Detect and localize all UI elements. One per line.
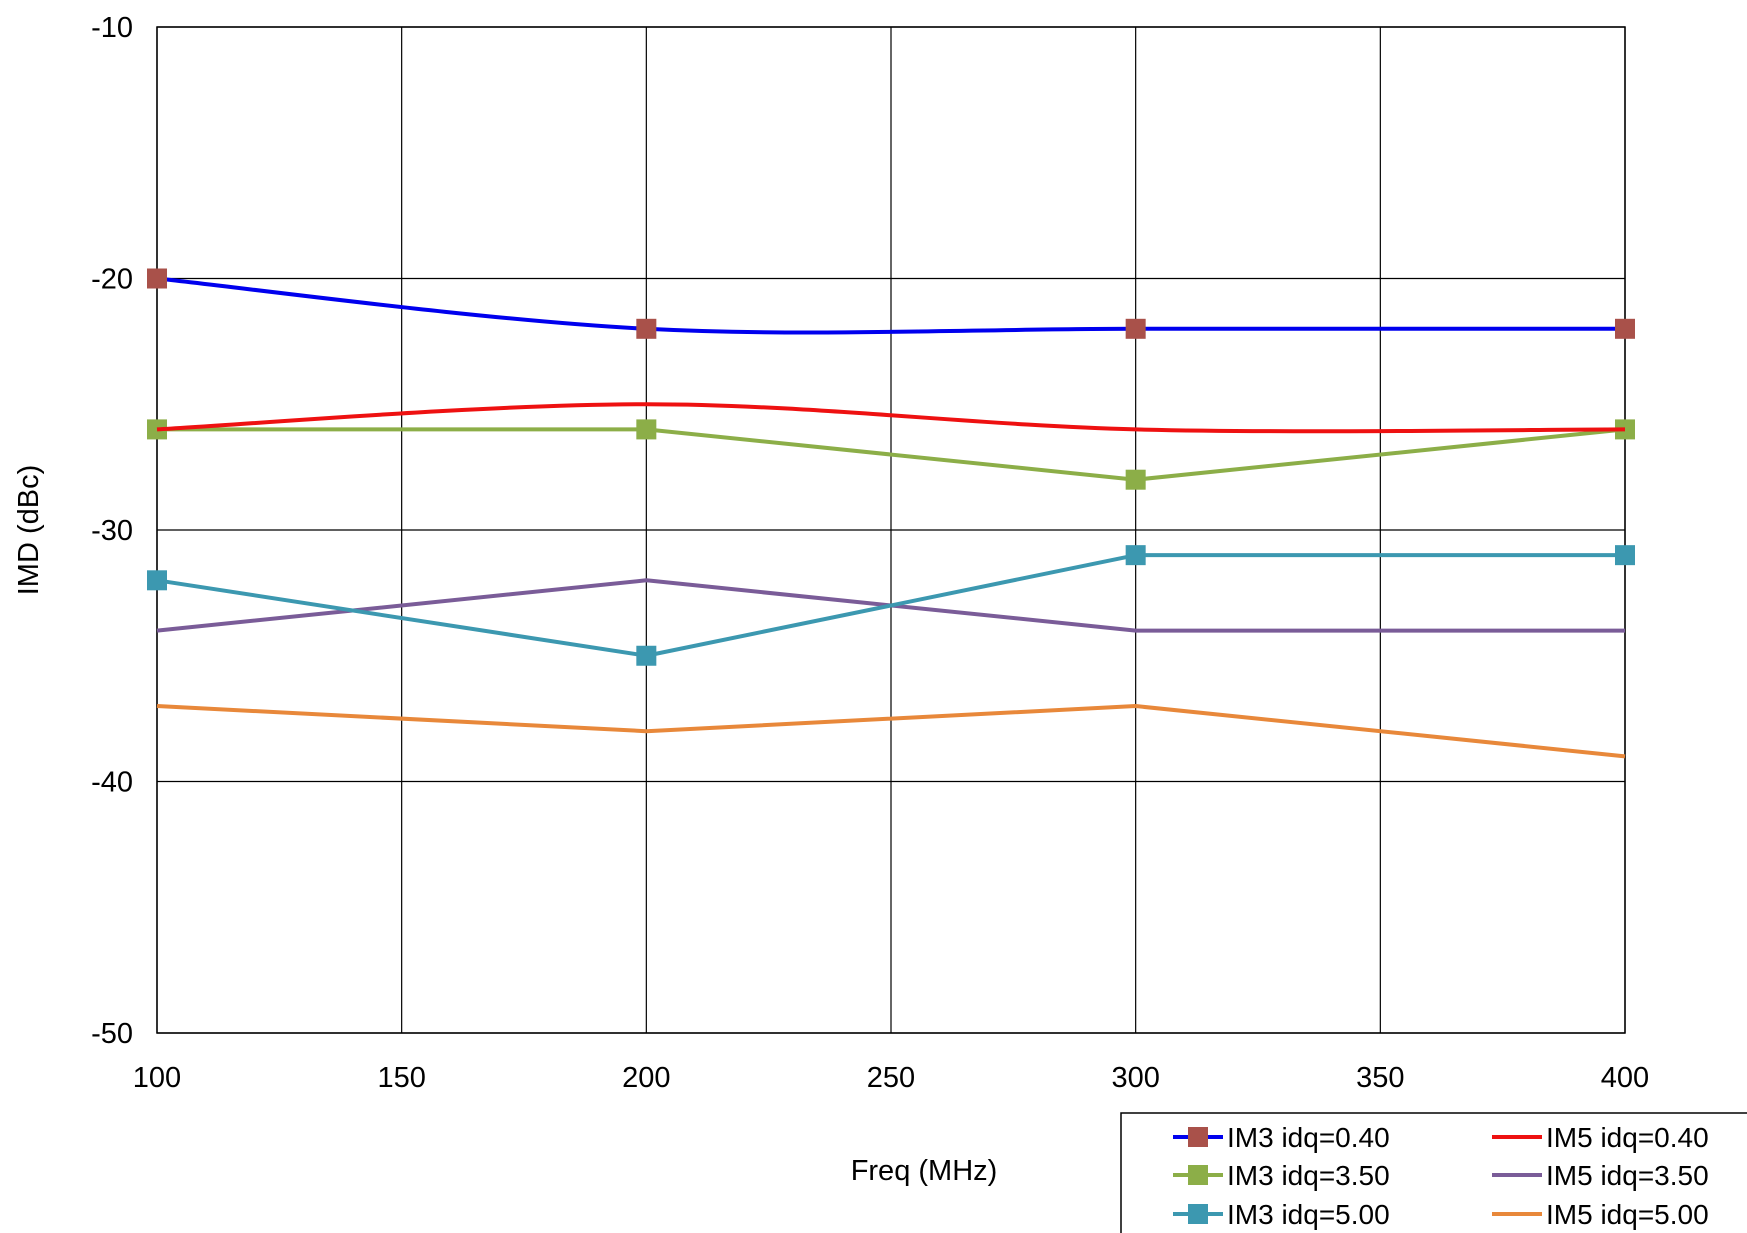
- data-point-im3-idq-5-00: [1615, 545, 1635, 566]
- series-line-im5-idq-5-00: [156, 704, 1626, 759]
- legend-label: IM5 idq=3.50: [1546, 1160, 1709, 1191]
- legend-label: IM3 idq=3.50: [1227, 1160, 1390, 1191]
- legend-item-im3-idq-3-50: IM3 idq=3.50: [1173, 1160, 1390, 1191]
- data-point-im3-idq-0-40: [636, 318, 657, 339]
- series-line-im3-idq-3-50: [157, 427, 1626, 482]
- data-point-im3-idq-5-00: [147, 570, 167, 591]
- data-point-im3-idq-3-50: [1125, 469, 1146, 490]
- series-line-im3-idq-5-00: [156, 553, 1625, 658]
- legend-label: IM5 idq=0.40: [1546, 1122, 1709, 1153]
- legend-swatch-marker: [1188, 1127, 1208, 1147]
- legend-swatch-marker: [1188, 1165, 1208, 1185]
- series-line-im5-idq-0-40: [156, 402, 1626, 434]
- plot-frame: [156, 26, 1626, 1034]
- legend-label: IM3 idq=5.00: [1227, 1199, 1390, 1230]
- y-axis-title: IMD (dBc): [13, 465, 45, 596]
- x-tick-label: 100: [133, 1062, 181, 1094]
- legend: IM3 idq=0.40 IM3 idq=3.50 IM3 idq=5.00 IM5 …: [1120, 1112, 1747, 1233]
- x-tick-label: 150: [377, 1062, 425, 1094]
- tick-labels: 100 150 200 250 300 350 400 -50 -40 -30 -20 -10: [91, 12, 1649, 1094]
- x-tick-label: 200: [622, 1062, 670, 1094]
- legend-item-im5-idq-3-50: IM5 idq=3.50: [1492, 1160, 1709, 1191]
- series-im5-idq-0-40: [156, 402, 1626, 434]
- y-tick-label: -20: [91, 264, 133, 296]
- data-point-im3-idq-5-00: [636, 645, 657, 666]
- y-tick-label: -50: [91, 1018, 133, 1050]
- legend-item-im5-idq-0-40: IM5 idq=0.40: [1492, 1122, 1709, 1153]
- data-point-im3-idq-0-40: [1125, 318, 1146, 339]
- series-line-im3-idq-0-40: [156, 276, 1626, 335]
- legend-item-im3-idq-0-40: IM3 idq=0.40: [1173, 1122, 1390, 1153]
- data-point-im3-idq-0-40: [1615, 318, 1635, 339]
- legend-swatch-marker: [1188, 1204, 1208, 1224]
- legend-label: IM3 idq=0.40: [1227, 1122, 1390, 1153]
- series-im3-idq-3-50: [147, 419, 1635, 490]
- grid: [156, 26, 1626, 1034]
- x-tick-label: 400: [1601, 1062, 1649, 1094]
- x-tick-label: 350: [1356, 1062, 1404, 1094]
- series-im3-idq-5-00: [147, 545, 1635, 666]
- legend-box: [1120, 1112, 1747, 1233]
- x-axis-title: Freq (MHz): [851, 1155, 998, 1187]
- x-tick-label: 300: [1111, 1062, 1159, 1094]
- series-im5-idq-5-00: [156, 704, 1626, 759]
- legend-item-im3-idq-5-00: IM3 idq=5.00: [1173, 1199, 1390, 1230]
- data-point-im3-idq-0-40: [147, 268, 167, 289]
- y-tick-label: -40: [91, 767, 133, 799]
- x-tick-label: 250: [867, 1062, 915, 1094]
- y-tick-label: -30: [91, 515, 133, 547]
- legend-item-im5-idq-5-00: IM5 idq=5.00: [1492, 1199, 1709, 1230]
- y-tick-label: -10: [91, 12, 133, 44]
- series-im3-idq-0-40: [147, 268, 1635, 339]
- legend-label: IM5 idq=5.00: [1546, 1199, 1709, 1230]
- data-point-im3-idq-5-00: [1125, 545, 1146, 566]
- series-layer: [147, 268, 1635, 759]
- data-point-im3-idq-3-50: [636, 419, 657, 440]
